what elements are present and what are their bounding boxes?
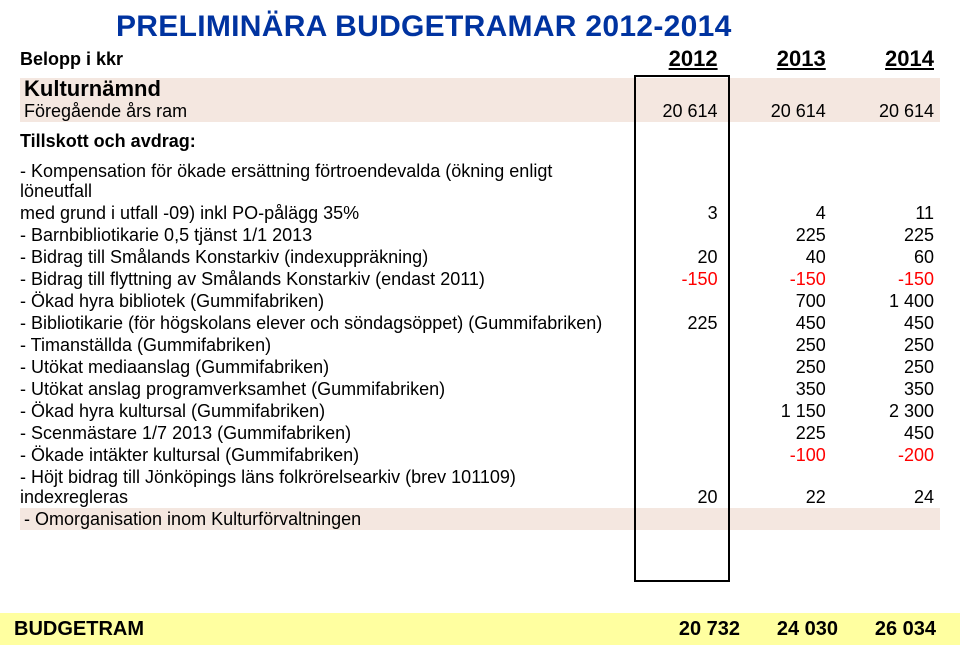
cell-y3: 450 bbox=[849, 312, 940, 334]
prev-year-row: Föregående års ram 20 614 20 614 20 614 bbox=[20, 100, 940, 122]
cell-y2: 700 bbox=[741, 290, 832, 312]
row-label: - Bidrag till flyttning av Smålands Kons… bbox=[20, 268, 633, 290]
table-row: - Timanställda (Gummifabriken) 250 250 bbox=[20, 334, 940, 356]
prev-label: Föregående års ram bbox=[20, 100, 633, 122]
year-2014: 2014 bbox=[849, 48, 940, 70]
section-name-row: Kulturnämnd bbox=[20, 78, 940, 100]
budgetram-label: BUDGETRAM bbox=[0, 618, 654, 641]
spacer bbox=[20, 122, 940, 130]
row-label: - Omorganisation inom Kulturförvaltninge… bbox=[20, 508, 633, 530]
cell-y2: 225 bbox=[741, 224, 832, 246]
table-row: - Bibliotikarie (för högskolans elever o… bbox=[20, 312, 940, 334]
budgetram-row: BUDGETRAM 20 732 24 030 26 034 bbox=[0, 613, 960, 645]
row-label: - Ökad hyra kultursal (Gummifabriken) bbox=[20, 400, 633, 422]
row-label: - Scenmästare 1/7 2013 (Gummifabriken) bbox=[20, 422, 633, 444]
prev-y2: 20 614 bbox=[741, 100, 832, 122]
section-name: Kulturnämnd bbox=[20, 78, 633, 100]
budgetram-y2: 24 030 bbox=[752, 618, 838, 641]
cell-y3: -200 bbox=[849, 444, 940, 466]
table-row: - Ökade intäkter kultursal (Gummifabrike… bbox=[20, 444, 940, 466]
unit-label: Belopp i kkr bbox=[20, 48, 633, 70]
row-label: - Ökad hyra bibliotek (Gummifabriken) bbox=[20, 290, 633, 312]
gap bbox=[832, 48, 850, 70]
table-row: - Scenmästare 1/7 2013 (Gummifabriken) 2… bbox=[20, 422, 940, 444]
table-row: - Ökad hyra bibliotek (Gummifabriken) 70… bbox=[20, 290, 940, 312]
table-row: - Barnbibliotikarie 0,5 tjänst 1/1 2013 … bbox=[20, 224, 940, 246]
year-2013: 2013 bbox=[741, 48, 832, 70]
cell-y1: 20 bbox=[633, 466, 724, 508]
subtractions-heading-row: Tillskott och avdrag: bbox=[20, 130, 940, 152]
table-row: - Utökat anslag programverksamhet (Gummi… bbox=[20, 378, 940, 400]
table-row: - Ökad hyra kultursal (Gummifabriken) 1 … bbox=[20, 400, 940, 422]
table-row: - Höjt bidrag till Jönköpings läns folkr… bbox=[20, 466, 940, 508]
cell-y3: 350 bbox=[849, 378, 940, 400]
row-label: - Bibliotikarie (för högskolans elever o… bbox=[20, 312, 633, 334]
year-2012: 2012 bbox=[633, 48, 724, 70]
cell-y2: 4 bbox=[741, 202, 832, 224]
cell-y3: 225 bbox=[849, 224, 940, 246]
cell-y2: 225 bbox=[741, 422, 832, 444]
prev-y3: 20 614 bbox=[849, 100, 940, 122]
cell-y3: 24 bbox=[849, 466, 940, 508]
cell-y3: 2 300 bbox=[849, 400, 940, 422]
cell-y1: -150 bbox=[633, 268, 724, 290]
cell-y3: 250 bbox=[849, 356, 940, 378]
cell-y2: 250 bbox=[741, 334, 832, 356]
cell-y1: 20 bbox=[633, 246, 724, 268]
table-row: med grund i utfall -09) inkl PO-pålägg 3… bbox=[20, 202, 940, 224]
row-label: - Kompensation för ökade ersättning fört… bbox=[20, 160, 633, 202]
budgetram-y3: 26 034 bbox=[850, 618, 936, 641]
cell-y3: -150 bbox=[849, 268, 940, 290]
cell-y2: 40 bbox=[741, 246, 832, 268]
gap bbox=[724, 48, 742, 70]
prev-y1: 20 614 bbox=[633, 100, 724, 122]
page: PRELIMINÄRA BUDGETRAMAR 2012-2014 Belopp… bbox=[0, 0, 960, 653]
cell-y3: 1 400 bbox=[849, 290, 940, 312]
cell-y2: 22 bbox=[741, 466, 832, 508]
table-row: - Bidrag till flyttning av Smålands Kons… bbox=[20, 268, 940, 290]
cell-y2: 250 bbox=[741, 356, 832, 378]
table-row: - Bidrag till Smålands Konstarkiv (index… bbox=[20, 246, 940, 268]
spacer bbox=[20, 152, 940, 160]
cell-y3: 60 bbox=[849, 246, 940, 268]
cell-y1: 225 bbox=[633, 312, 724, 334]
page-title: PRELIMINÄRA BUDGETRAMAR 2012-2014 bbox=[116, 10, 940, 44]
row-label: med grund i utfall -09) inkl PO-pålägg 3… bbox=[20, 202, 633, 224]
cell-y2: 1 150 bbox=[741, 400, 832, 422]
cell-y1: 3 bbox=[633, 202, 724, 224]
table-row: - Utökat mediaanslag (Gummifabriken) 250… bbox=[20, 356, 940, 378]
header-row: Belopp i kkr 2012 2013 2014 bbox=[20, 48, 940, 70]
budgetram-y1: 20 732 bbox=[654, 618, 740, 641]
cell-y3: 11 bbox=[849, 202, 940, 224]
row-label: - Utökat mediaanslag (Gummifabriken) bbox=[20, 356, 633, 378]
cell-y2: -100 bbox=[741, 444, 832, 466]
row-label: - Utökat anslag programverksamhet (Gummi… bbox=[20, 378, 633, 400]
table-row: - Omorganisation inom Kulturförvaltninge… bbox=[20, 508, 940, 530]
subtractions-heading: Tillskott och avdrag: bbox=[20, 130, 633, 152]
cell-y2: 450 bbox=[741, 312, 832, 334]
row-label: - Barnbibliotikarie 0,5 tjänst 1/1 2013 bbox=[20, 224, 633, 246]
cell-y2: -150 bbox=[741, 268, 832, 290]
row-label: - Timanställda (Gummifabriken) bbox=[20, 334, 633, 356]
budget-table: Belopp i kkr 2012 2013 2014 Kulturnämnd … bbox=[20, 48, 940, 530]
row-label: - Höjt bidrag till Jönköpings läns folkr… bbox=[20, 466, 633, 508]
table-row: - Kompensation för ökade ersättning fört… bbox=[20, 160, 940, 202]
row-label: - Ökade intäkter kultursal (Gummifabrike… bbox=[20, 444, 633, 466]
cell-y2: 350 bbox=[741, 378, 832, 400]
cell-y3: 250 bbox=[849, 334, 940, 356]
row-label: - Bidrag till Smålands Konstarkiv (index… bbox=[20, 246, 633, 268]
cell-y3: 450 bbox=[849, 422, 940, 444]
